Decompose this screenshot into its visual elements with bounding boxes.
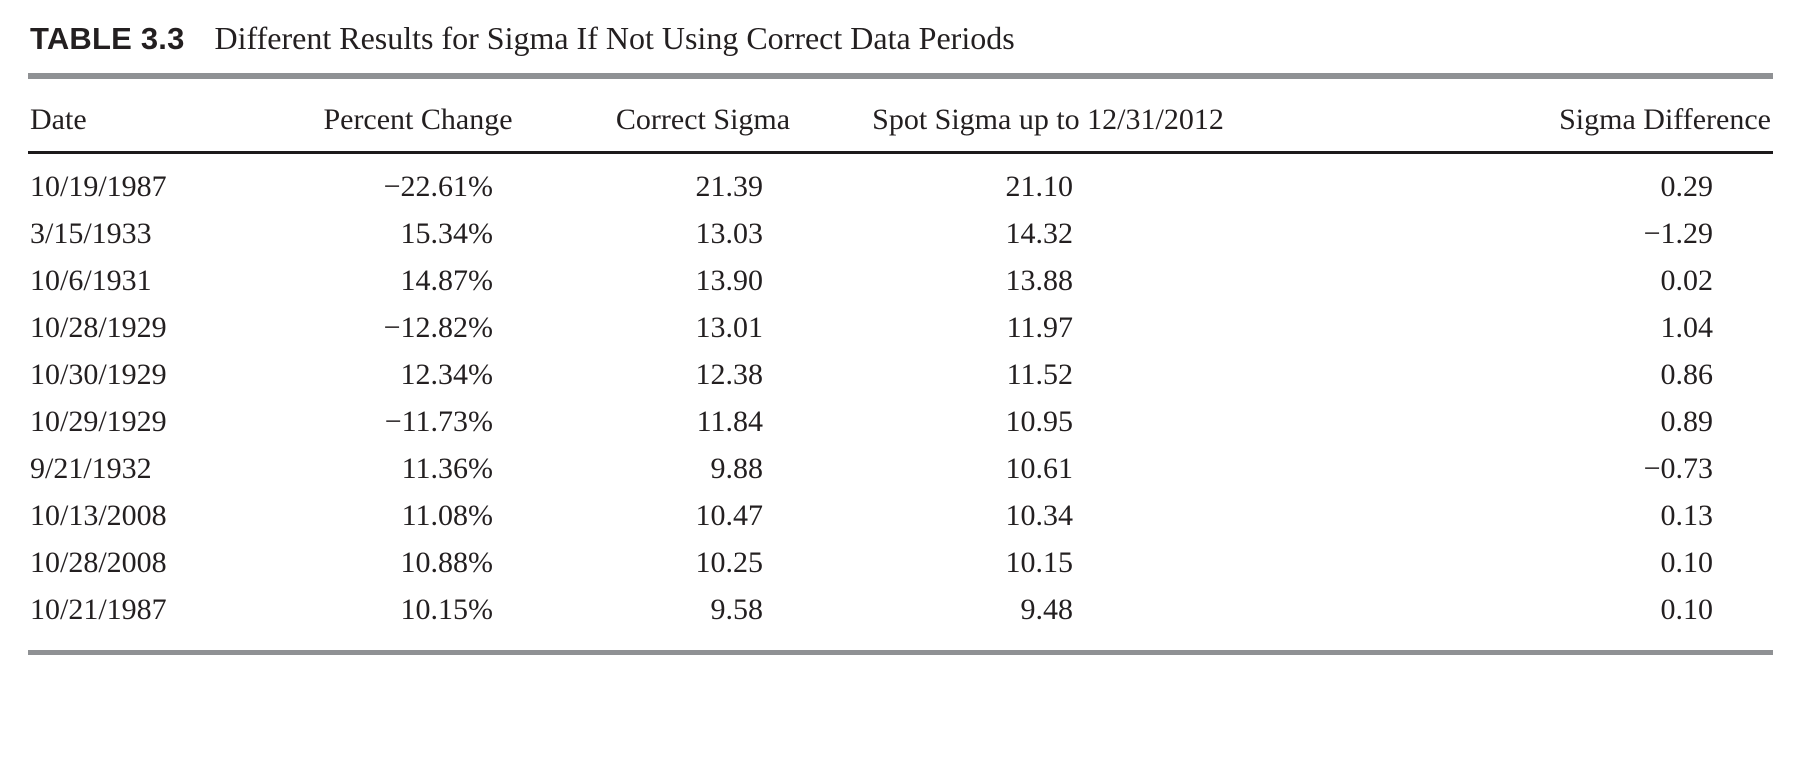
cell-percent-change: 14.87% <box>400 264 494 297</box>
table-row: 10/29/1929 −11.73% 11.84 10.95 0.89 <box>28 399 1773 446</box>
cell-spot-sigma: 13.88 <box>1005 264 1074 297</box>
cell-date: 3/15/1933 <box>30 217 152 250</box>
cell-spot-sigma: 10.95 <box>1005 405 1074 438</box>
cell-correct-sigma: 10.25 <box>695 546 764 579</box>
cell-sigma-difference: 0.10 <box>1660 546 1714 579</box>
cell-spot-sigma: 21.10 <box>1005 170 1074 203</box>
cell-percent-change: −12.82% <box>383 311 493 344</box>
cell-sigma-difference: 0.86 <box>1660 358 1714 391</box>
table-header: Date Percent Change Correct Sigma Spot S… <box>28 79 1773 154</box>
table-body: 10/19/1987 −22.61% 21.39 21.10 0.29 3/15/1933… <box>28 153 1773 634</box>
cell-date: 9/21/1932 <box>30 452 152 485</box>
column-header-date: Date <box>28 79 268 154</box>
cell-correct-sigma: 13.01 <box>695 311 764 344</box>
cell-date: 10/28/2008 <box>30 546 167 579</box>
cell-spot-sigma: 9.48 <box>1020 593 1074 626</box>
table-caption: Different Results for Sigma If Not Using… <box>214 20 1015 56</box>
cell-date: 10/19/1987 <box>30 170 167 203</box>
cell-sigma-difference: 1.04 <box>1660 311 1714 344</box>
cell-correct-sigma: 13.90 <box>695 264 764 297</box>
cell-correct-sigma: 12.38 <box>695 358 764 391</box>
cell-percent-change: 11.08% <box>401 499 493 532</box>
sigma-results-table: Date Percent Change Correct Sigma Spot S… <box>28 79 1773 634</box>
cell-correct-sigma: 11.84 <box>696 405 763 438</box>
cell-spot-sigma: 11.97 <box>1006 311 1073 344</box>
column-header-correct-sigma: Correct Sigma <box>568 79 838 154</box>
cell-correct-sigma: 9.88 <box>710 452 764 485</box>
table-row: 10/21/1987 10.15% 9.58 9.48 0.10 <box>28 587 1773 634</box>
table-row: 10/28/2008 10.88% 10.25 10.15 0.10 <box>28 540 1773 587</box>
table-row: 9/21/1932 11.36% 9.88 10.61 −0.73 <box>28 446 1773 493</box>
cell-date: 10/13/2008 <box>30 499 167 532</box>
cell-date: 10/28/1929 <box>30 311 167 344</box>
cell-correct-sigma: 13.03 <box>695 217 764 250</box>
cell-sigma-difference: 0.29 <box>1660 170 1714 203</box>
cell-percent-change: −11.73% <box>384 405 493 438</box>
table-row: 3/15/1933 15.34% 13.03 14.32 −1.29 <box>28 211 1773 258</box>
cell-percent-change: 12.34% <box>400 358 494 391</box>
cell-correct-sigma: 9.58 <box>710 593 764 626</box>
cell-percent-change: 10.15% <box>400 593 494 626</box>
cell-sigma-difference: −0.73 <box>1643 452 1713 485</box>
cell-correct-sigma: 21.39 <box>695 170 764 203</box>
cell-percent-change: 11.36% <box>401 452 493 485</box>
document-page: TABLE 3.3 Different Results for Sigma If… <box>28 20 1773 655</box>
cell-sigma-difference: 0.13 <box>1660 499 1714 532</box>
table-number-label: TABLE 3.3 <box>30 21 185 56</box>
cell-spot-sigma: 10.34 <box>1005 499 1074 532</box>
column-header-spot-sigma: Spot Sigma up to 12/31/2012 <box>838 79 1258 154</box>
table-row: 10/6/1931 14.87% 13.90 13.88 0.02 <box>28 258 1773 305</box>
cell-sigma-difference: 0.02 <box>1660 264 1714 297</box>
cell-correct-sigma: 10.47 <box>695 499 764 532</box>
table-row: 10/13/2008 11.08% 10.47 10.34 0.13 <box>28 493 1773 540</box>
table-title-row: TABLE 3.3 Different Results for Sigma If… <box>30 20 1773 57</box>
cell-percent-change: 15.34% <box>400 217 494 250</box>
cell-sigma-difference: 0.89 <box>1660 405 1714 438</box>
cell-percent-change: −22.61% <box>383 170 493 203</box>
column-header-sigma-difference: Sigma Difference <box>1258 79 1773 154</box>
cell-sigma-difference: −1.29 <box>1643 217 1713 250</box>
cell-sigma-difference: 0.10 <box>1660 593 1714 626</box>
table-row: 10/30/1929 12.34% 12.38 11.52 0.86 <box>28 352 1773 399</box>
cell-percent-change: 10.88% <box>400 546 494 579</box>
cell-date: 10/30/1929 <box>30 358 167 391</box>
header-row: Date Percent Change Correct Sigma Spot S… <box>28 79 1773 154</box>
cell-spot-sigma: 11.52 <box>1006 358 1073 391</box>
cell-spot-sigma: 10.15 <box>1005 546 1074 579</box>
cell-spot-sigma: 10.61 <box>1005 452 1074 485</box>
top-rule <box>28 73 1773 79</box>
cell-date: 10/6/1931 <box>30 264 152 297</box>
table-row: 10/28/1929 −12.82% 13.01 11.97 1.04 <box>28 305 1773 352</box>
cell-date: 10/21/1987 <box>30 593 167 626</box>
table-row: 10/19/1987 −22.61% 21.39 21.10 0.29 <box>28 153 1773 211</box>
bottom-rule <box>28 649 1773 655</box>
cell-spot-sigma: 14.32 <box>1005 217 1074 250</box>
column-header-percent-change: Percent Change <box>268 79 568 154</box>
cell-date: 10/29/1929 <box>30 405 167 438</box>
